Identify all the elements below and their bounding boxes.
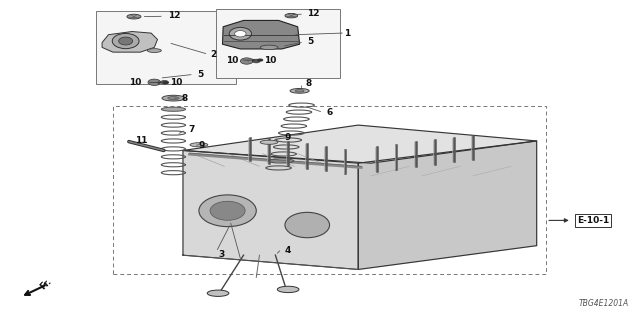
- Circle shape: [241, 58, 253, 64]
- Ellipse shape: [127, 14, 141, 19]
- Ellipse shape: [199, 195, 256, 227]
- Ellipse shape: [147, 49, 161, 52]
- Text: E-10-1: E-10-1: [577, 216, 609, 225]
- Text: 10: 10: [170, 78, 182, 87]
- Polygon shape: [183, 150, 358, 269]
- Ellipse shape: [285, 13, 298, 18]
- Ellipse shape: [168, 97, 179, 100]
- Text: 12: 12: [168, 11, 181, 20]
- Text: 6: 6: [326, 108, 333, 117]
- Ellipse shape: [161, 107, 186, 111]
- Ellipse shape: [290, 88, 309, 93]
- Text: 10: 10: [129, 78, 141, 87]
- Ellipse shape: [277, 286, 299, 292]
- Text: 9: 9: [285, 133, 291, 142]
- Text: 8: 8: [181, 94, 188, 103]
- Bar: [113, 106, 546, 274]
- Text: 5: 5: [307, 37, 314, 46]
- Ellipse shape: [260, 45, 278, 50]
- Ellipse shape: [285, 212, 330, 238]
- Text: 10: 10: [264, 56, 276, 65]
- Text: 3: 3: [218, 250, 224, 259]
- Text: 7: 7: [189, 125, 195, 134]
- Bar: [96, 11, 236, 84]
- Ellipse shape: [162, 95, 185, 101]
- Ellipse shape: [207, 290, 229, 296]
- Circle shape: [252, 59, 260, 63]
- Polygon shape: [102, 32, 157, 52]
- Text: 8: 8: [306, 79, 312, 88]
- Text: 11: 11: [135, 136, 148, 145]
- Ellipse shape: [260, 140, 278, 144]
- Text: Fr.: Fr.: [38, 277, 53, 292]
- Polygon shape: [183, 125, 537, 163]
- Circle shape: [257, 59, 263, 62]
- Text: 10: 10: [226, 56, 238, 65]
- Text: 5: 5: [198, 70, 204, 79]
- Text: 1: 1: [344, 28, 351, 38]
- Text: TBG4E1201A: TBG4E1201A: [579, 299, 629, 308]
- Ellipse shape: [229, 28, 252, 40]
- Ellipse shape: [295, 90, 304, 92]
- Circle shape: [148, 79, 161, 85]
- Text: 2: 2: [211, 50, 217, 59]
- Circle shape: [163, 81, 169, 84]
- Text: 12: 12: [307, 9, 320, 18]
- Text: 4: 4: [284, 246, 291, 255]
- Text: 9: 9: [199, 141, 205, 150]
- Ellipse shape: [210, 201, 245, 220]
- Ellipse shape: [118, 37, 132, 45]
- Ellipse shape: [112, 33, 139, 49]
- Polygon shape: [223, 20, 300, 49]
- Polygon shape: [358, 141, 537, 269]
- Ellipse shape: [190, 143, 208, 147]
- Ellipse shape: [235, 31, 246, 37]
- Circle shape: [161, 80, 168, 84]
- Bar: [216, 9, 340, 77]
